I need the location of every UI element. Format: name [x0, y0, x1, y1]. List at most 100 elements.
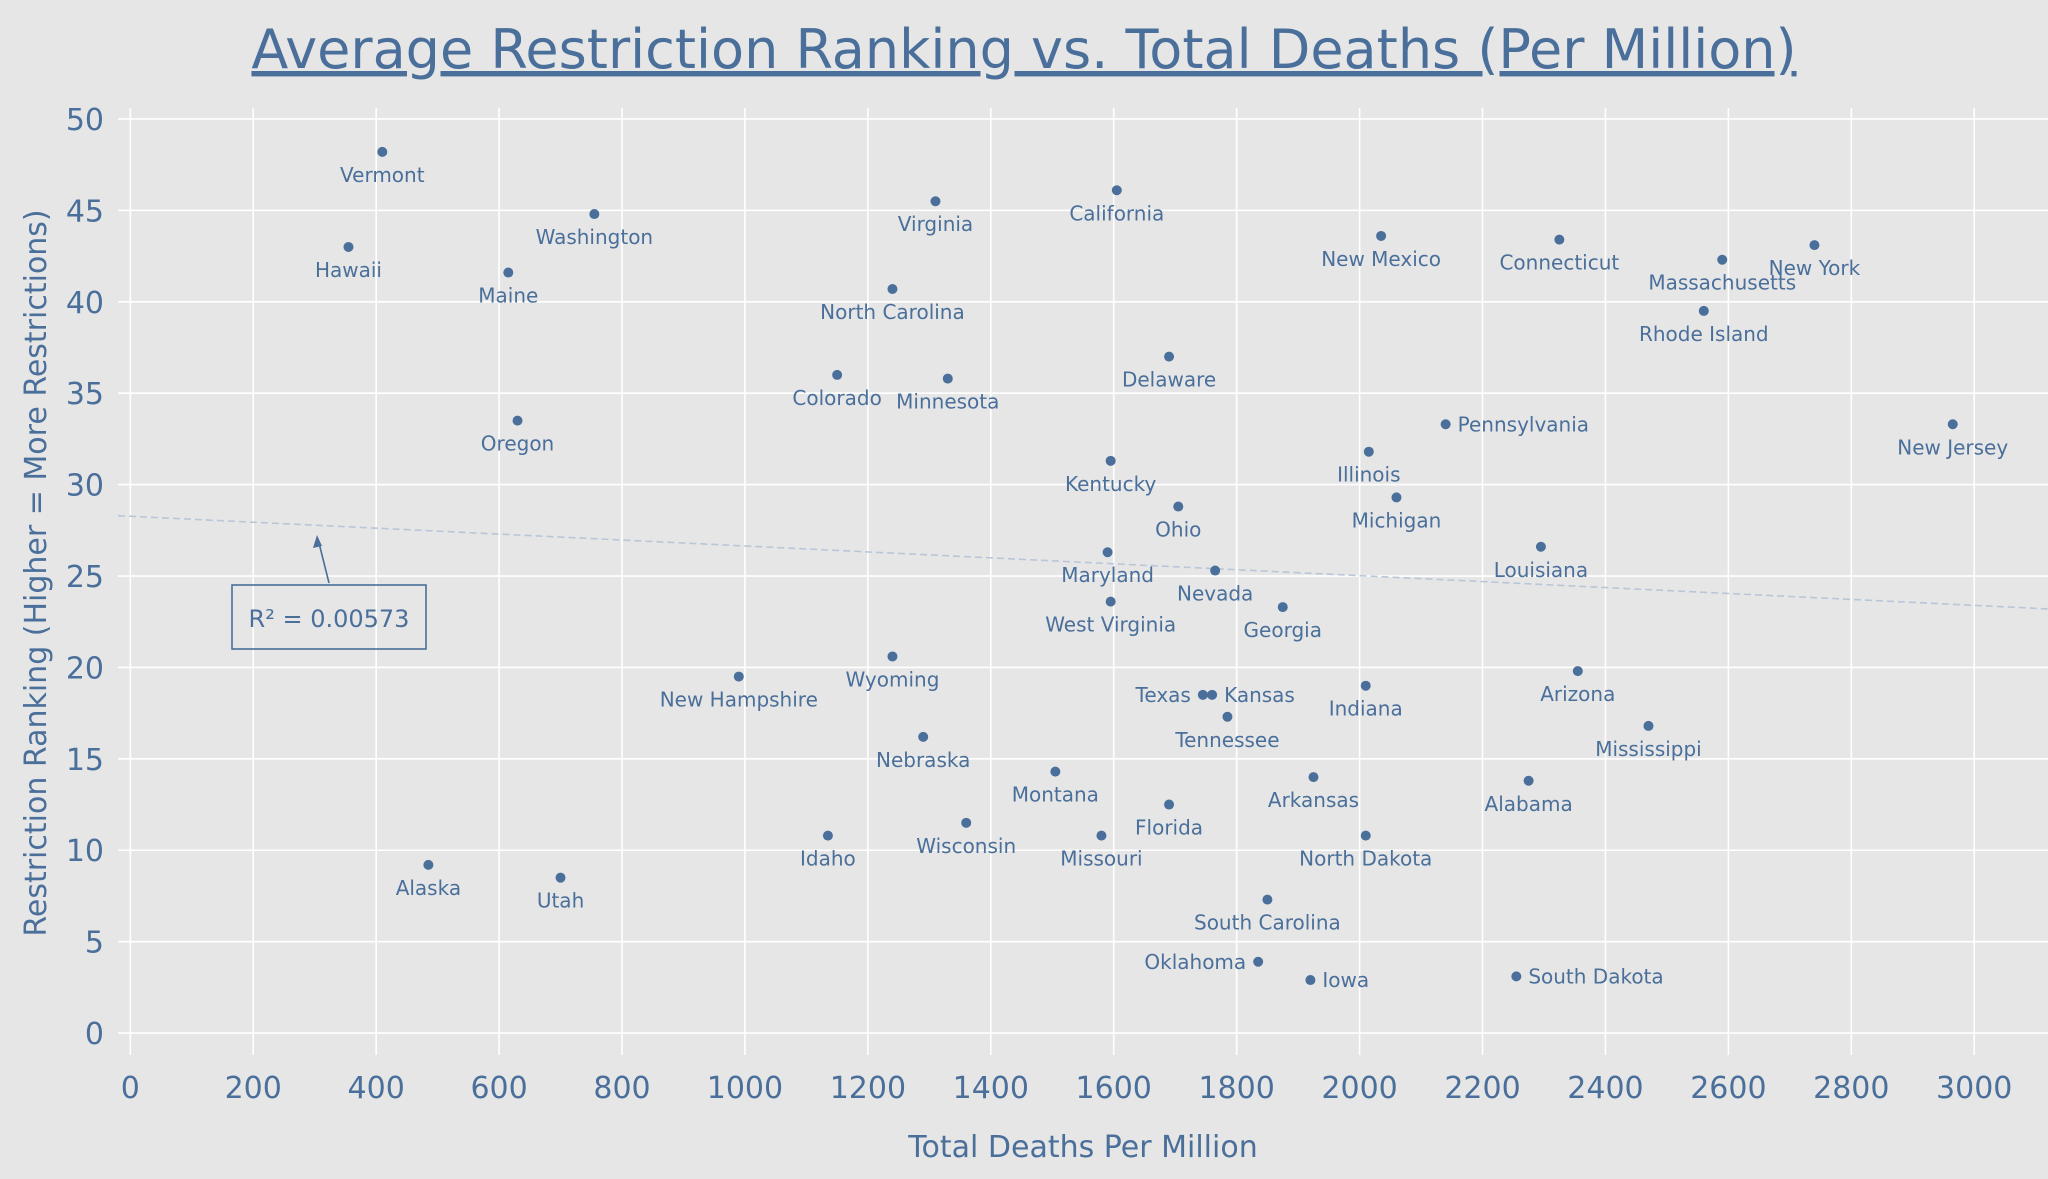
- data-point: [1262, 894, 1273, 905]
- data-point-group: Minnesota: [896, 373, 999, 414]
- data-point-group: Texas: [1135, 683, 1208, 707]
- data-point: [423, 859, 434, 870]
- data-point: [1105, 596, 1116, 607]
- data-point-group: West Virginia: [1045, 596, 1176, 637]
- data-point-label: Colorado: [792, 386, 881, 410]
- data-point: [1096, 830, 1107, 841]
- r-squared-label: R² = 0.00573: [249, 605, 410, 633]
- x-tick-label: 200: [225, 1071, 282, 1106]
- data-point-label: Hawaii: [315, 258, 382, 282]
- data-point: [377, 146, 388, 157]
- data-point-label: Indiana: [1329, 697, 1403, 721]
- data-point-group: Wisconsin: [916, 817, 1016, 858]
- data-point: [343, 241, 354, 252]
- data-point-group: North Carolina: [820, 283, 965, 324]
- data-points: Vermont Hawaii Washington Maine Oregon Alaska…: [315, 146, 2008, 992]
- x-tick-label: 600: [470, 1071, 527, 1106]
- data-point: [1717, 254, 1728, 265]
- data-point-label: Delaware: [1122, 368, 1216, 392]
- data-point-label: Nevada: [1177, 582, 1253, 606]
- data-point-label: Tennessee: [1174, 728, 1279, 752]
- data-point: [1809, 240, 1820, 251]
- annotation-arrowhead: [313, 535, 322, 548]
- data-point: [1164, 351, 1175, 362]
- data-point-group: Hawaii: [315, 241, 382, 282]
- data-point-group: California: [1069, 185, 1164, 225]
- data-point-label: Louisiana: [1494, 558, 1588, 582]
- data-point-group: Kansas: [1207, 683, 1295, 707]
- x-tick-label: 2600: [1690, 1071, 1766, 1106]
- data-point-group: Indiana: [1329, 680, 1403, 721]
- data-point: [1210, 565, 1221, 576]
- data-point-label: Maine: [478, 284, 538, 308]
- data-point: [1360, 830, 1371, 841]
- data-point-label: Missouri: [1060, 847, 1142, 871]
- data-point-label: New Mexico: [1321, 247, 1441, 271]
- data-point-group: Nevada: [1177, 565, 1253, 606]
- y-tick-label: 45: [66, 194, 104, 229]
- data-point-label: North Carolina: [820, 300, 965, 324]
- data-point: [589, 209, 600, 220]
- data-point-label: Arkansas: [1268, 788, 1359, 812]
- y-tick-label: 30: [66, 469, 104, 504]
- data-point-label: Ohio: [1155, 518, 1201, 542]
- data-point-group: South Carolina: [1194, 894, 1341, 935]
- data-point: [1947, 419, 1958, 430]
- data-point-group: Colorado: [792, 369, 882, 410]
- y-tick-label: 40: [66, 286, 104, 321]
- x-tick-label: 1800: [1198, 1071, 1274, 1106]
- data-point: [1207, 689, 1218, 700]
- data-point-group: New Jersey: [1897, 419, 2008, 459]
- data-point-label: Mississippi: [1595, 737, 1702, 761]
- data-point-label: Vermont: [340, 163, 425, 187]
- data-point-label: Arizona: [1540, 682, 1615, 706]
- data-point-label: Montana: [1012, 783, 1099, 807]
- data-point: [512, 415, 523, 426]
- data-point-label: Nebraska: [876, 748, 970, 772]
- data-point: [930, 196, 941, 207]
- data-point: [1305, 975, 1316, 986]
- data-point-group: Connecticut: [1499, 234, 1619, 275]
- data-point-label: Texas: [1135, 683, 1191, 707]
- data-point-label: New York: [1769, 256, 1861, 280]
- data-point-group: Rhode Island: [1639, 305, 1769, 346]
- data-point: [1105, 455, 1116, 466]
- annotation-box: [231, 584, 427, 650]
- data-point-group: Missouri: [1060, 830, 1143, 871]
- data-point-group: South Dakota: [1511, 964, 1664, 988]
- data-point: [1102, 547, 1113, 558]
- x-tick-label: 1400: [953, 1071, 1029, 1106]
- data-point: [918, 731, 929, 742]
- data-point-group: New Mexico: [1321, 230, 1441, 271]
- x-tick-label: 3000: [1936, 1071, 2012, 1106]
- trend-line: [117, 514, 2048, 610]
- data-point: [1277, 602, 1288, 613]
- data-point: [1511, 971, 1522, 982]
- data-point: [887, 651, 898, 662]
- data-point: [1111, 185, 1122, 196]
- data-point: [1164, 799, 1175, 810]
- data-point-group: New Hampshire: [660, 671, 818, 712]
- data-point-label: Virginia: [898, 212, 973, 236]
- data-point-label: South Carolina: [1194, 911, 1341, 935]
- data-point-label: Wyoming: [846, 667, 940, 691]
- data-point-group: Louisiana: [1494, 541, 1588, 582]
- data-point-label: New Jersey: [1897, 435, 2008, 459]
- data-point: [1554, 234, 1565, 245]
- data-point-label: Georgia: [1244, 618, 1322, 642]
- data-point: [1391, 492, 1402, 503]
- data-point-label: New Hampshire: [660, 688, 818, 712]
- data-point-group: Washington: [536, 209, 653, 249]
- y-tick-label: 25: [66, 560, 104, 595]
- data-point-group: Montana: [1012, 766, 1099, 807]
- data-point-group: Iowa: [1305, 968, 1369, 992]
- data-point: [1050, 766, 1061, 777]
- data-point: [1253, 956, 1264, 967]
- data-point: [555, 872, 566, 883]
- data-point-label: Alaska: [396, 876, 461, 900]
- y-tick-label: 5: [85, 926, 104, 961]
- data-point: [832, 369, 843, 380]
- y-axis-ticks: 0 5 10 15 20 25 30 35 40 45 50: [66, 103, 104, 1052]
- x-axis-label: Total Deaths Per Million: [907, 1130, 1257, 1165]
